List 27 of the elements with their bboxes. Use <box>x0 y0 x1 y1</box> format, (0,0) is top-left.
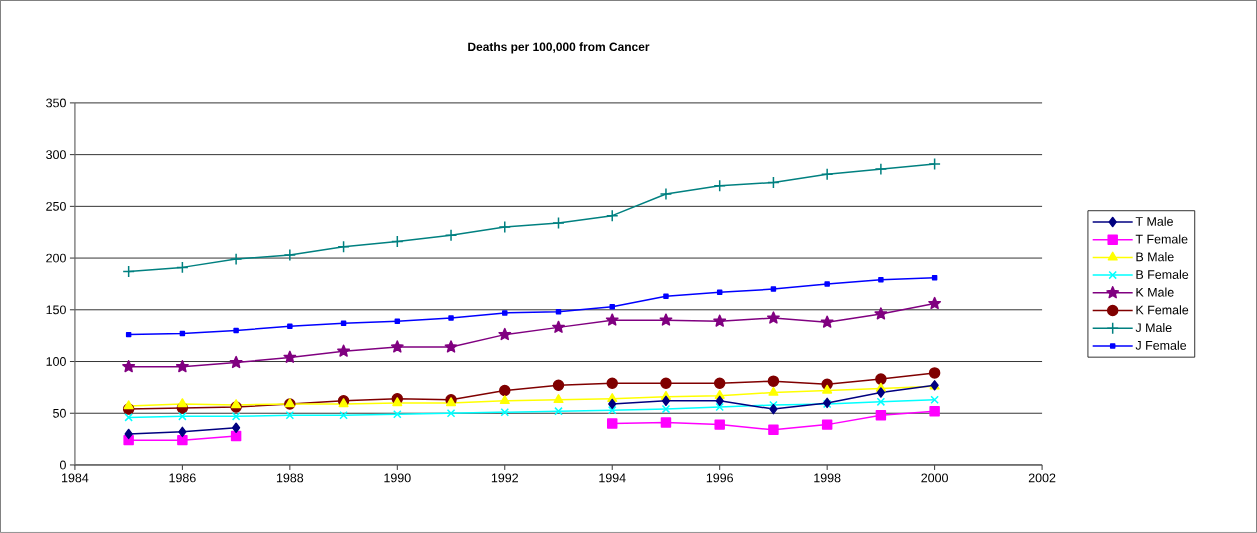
x-tick-label: 1992 <box>491 473 518 483</box>
x-tick-label: 1986 <box>169 473 196 483</box>
legend-label: T Female <box>1135 234 1188 244</box>
x-tick-label: 1998 <box>814 473 841 483</box>
legend-label: J Male <box>1135 322 1172 333</box>
y-tick-label: 50 <box>53 408 66 418</box>
y-tick-label: 150 <box>46 305 66 315</box>
chart-title: Deaths per 100,000 from Cancer <box>468 42 650 54</box>
legend-label: B Female <box>1136 269 1189 280</box>
y-tick-label: 100 <box>46 357 66 366</box>
y-tick-label: 250 <box>46 202 66 211</box>
x-tick-label: 1994 <box>599 473 626 483</box>
x-tick-label: 2002 <box>1028 473 1056 483</box>
y-tick-label: 350 <box>46 98 66 108</box>
legend-label: J Female <box>1135 340 1187 350</box>
legend-label: K Female <box>1136 305 1189 315</box>
x-tick-label: 1996 <box>706 473 733 483</box>
x-tick-label: 1988 <box>276 473 304 483</box>
y-tick-label: 200 <box>46 253 66 263</box>
x-tick-label: 2000 <box>921 473 948 483</box>
y-tick-label: 0 <box>59 460 66 470</box>
y-tick-label: 300 <box>46 150 66 160</box>
legend-label: B Male <box>1136 252 1174 262</box>
x-tick-label: 1990 <box>384 473 411 483</box>
legend-label: K Male <box>1136 287 1174 297</box>
legend-label: T Male <box>1135 216 1173 226</box>
x-tick-label: 1984 <box>62 473 89 483</box>
